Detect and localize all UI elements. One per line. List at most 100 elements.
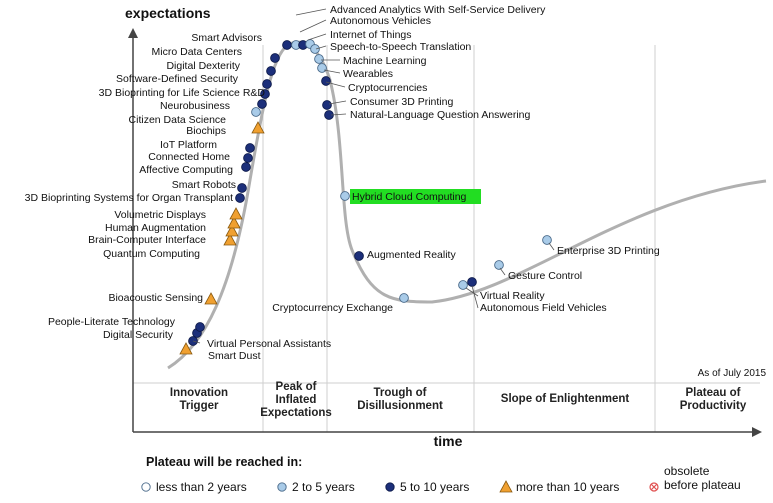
technology-label: Quantum Computing bbox=[103, 248, 200, 260]
technology-label: IoT Platform bbox=[160, 139, 217, 151]
y-axis-title: expectations bbox=[125, 5, 211, 21]
technology-marker-triangle-icon bbox=[225, 224, 239, 237]
technology-label: Virtual Reality bbox=[480, 290, 545, 302]
phase-label-0-0: Innovation bbox=[170, 387, 228, 399]
legend-label: less than 2 years bbox=[156, 480, 247, 494]
connector-line bbox=[299, 19, 327, 33]
technology-marker-circle-icon bbox=[494, 260, 504, 270]
technology-label: Hybrid Cloud Computing bbox=[352, 191, 467, 203]
technology-marker-circle-icon bbox=[282, 40, 292, 50]
technology-label: Augmented Reality bbox=[367, 249, 456, 261]
connector-line bbox=[330, 113, 347, 116]
technology-marker-triangle-icon bbox=[204, 292, 218, 305]
phase-label-4-0: Plateau of bbox=[686, 387, 741, 399]
technology-label: Micro Data Centers bbox=[152, 46, 242, 58]
technology-marker-circle-icon bbox=[321, 76, 331, 86]
technology-marker-circle-icon bbox=[241, 162, 251, 172]
technology-marker-circle-icon bbox=[235, 193, 245, 203]
highlight-box bbox=[350, 189, 481, 204]
connector-line bbox=[295, 8, 327, 16]
technology-marker-circle-icon bbox=[322, 100, 332, 110]
technology-label: 3D Bioprinting for Life Science R&D bbox=[99, 87, 266, 99]
technology-marker-circle-icon bbox=[245, 143, 255, 153]
phase-label-1-0: Peak of bbox=[276, 381, 317, 393]
technology-marker-circle-icon bbox=[310, 44, 320, 54]
connector-line bbox=[325, 81, 346, 88]
technology-marker-circle-icon bbox=[262, 79, 272, 89]
technology-marker-circle-icon bbox=[243, 153, 253, 163]
technology-marker-triangle-icon bbox=[251, 121, 265, 134]
x-axis-arrow-icon bbox=[752, 427, 762, 437]
technology-marker-triangle-icon bbox=[229, 207, 243, 220]
y-axis-arrow-icon bbox=[128, 28, 138, 38]
technology-marker-circle-icon bbox=[542, 235, 552, 245]
phase-label-1-2: Expectations bbox=[260, 407, 332, 419]
technology-label: Cryptocurrency Exchange bbox=[272, 302, 393, 314]
phase-label-0-1: Trigger bbox=[180, 400, 220, 412]
connector-line bbox=[465, 287, 479, 297]
technology-label: Bioacoustic Sensing bbox=[108, 292, 203, 304]
connector-line bbox=[315, 45, 327, 50]
technology-marker-circle-icon bbox=[399, 293, 409, 303]
technology-label: Virtual Personal Assistants bbox=[207, 338, 331, 350]
phase-label-3-0: Slope of Enlightenment bbox=[501, 393, 630, 405]
technology-label: Volumetric Displays bbox=[114, 209, 206, 221]
technology-label: Biochips bbox=[186, 125, 226, 137]
technology-label: Smart Advisors bbox=[191, 32, 262, 44]
technology-label: People-Literate Technology bbox=[48, 316, 176, 328]
technology-marker-triangle-icon bbox=[227, 216, 241, 229]
technology-label: Digital Security bbox=[103, 329, 174, 341]
technology-label: Advanced Analytics With Self-Service Del… bbox=[330, 4, 546, 16]
technology-label: Autonomous Vehicles bbox=[330, 15, 431, 27]
technology-label: Smart Robots bbox=[172, 179, 236, 191]
connector-line bbox=[328, 100, 347, 105]
technology-marker-circle-icon bbox=[260, 89, 270, 99]
technology-label: Digital Dexterity bbox=[166, 60, 240, 72]
connector-line bbox=[499, 267, 506, 276]
phase-label-2-1: Disillusionment bbox=[357, 400, 443, 412]
technology-label: Software-Defined Security bbox=[116, 73, 239, 85]
technology-label: Gesture Control bbox=[508, 270, 582, 282]
technology-marker-circle-icon bbox=[458, 280, 468, 290]
phase-label-4-1: Productivity bbox=[680, 400, 747, 412]
legend-label: 2 to 5 years bbox=[292, 480, 355, 494]
technology-marker-circle-icon bbox=[270, 53, 280, 63]
connector-line bbox=[307, 33, 327, 41]
connector-line bbox=[548, 242, 555, 251]
technology-marker-circle-icon bbox=[195, 322, 205, 332]
connector-line bbox=[192, 340, 201, 344]
technology-label: Wearables bbox=[343, 68, 393, 80]
technology-label: Natural-Language Question Answering bbox=[350, 109, 531, 121]
legend-obsolete-cross-line bbox=[651, 484, 657, 490]
legend-marker-triangle-icon bbox=[499, 480, 513, 493]
technology-label: Connected Home bbox=[148, 151, 230, 163]
technology-label: Smart Dust bbox=[208, 350, 261, 362]
technology-marker-triangle-icon bbox=[179, 342, 193, 355]
legend-marker-circle-icon bbox=[277, 482, 287, 492]
technology-marker-circle-icon bbox=[467, 277, 477, 287]
connector-line bbox=[471, 285, 479, 309]
legend-marker-circle-icon bbox=[141, 482, 151, 492]
technology-label: 3D Bioprinting Systems for Organ Transpl… bbox=[25, 192, 233, 204]
technology-marker-circle-icon bbox=[237, 183, 247, 193]
technology-label: Enterprise 3D Printing bbox=[557, 245, 660, 257]
technology-label: Citizen Data Science bbox=[129, 114, 227, 126]
technology-marker-circle-icon bbox=[266, 66, 276, 76]
legend-title: Plateau will be reached in: bbox=[146, 455, 302, 469]
technology-label: Human Augmentation bbox=[105, 222, 206, 234]
technology-label: Cryptocurrencies bbox=[348, 82, 427, 94]
technology-marker-circle-icon bbox=[317, 63, 327, 73]
legend-label: obsolete before plateau bbox=[664, 464, 741, 492]
technology-label: Consumer 3D Printing bbox=[350, 96, 453, 108]
technology-label: Internet of Things bbox=[330, 29, 412, 41]
legend-label: more than 10 years bbox=[516, 480, 619, 494]
as-of-label: As of July 2015 bbox=[698, 368, 767, 379]
technology-label: Speech-to-Speech Translation bbox=[330, 41, 471, 53]
phase-label-1-1: Inflated bbox=[276, 394, 317, 406]
technology-label: Neurobusiness bbox=[160, 100, 230, 112]
technology-marker-circle-icon bbox=[340, 191, 350, 201]
technology-label: Machine Learning bbox=[343, 55, 427, 67]
connector-line bbox=[323, 69, 341, 74]
